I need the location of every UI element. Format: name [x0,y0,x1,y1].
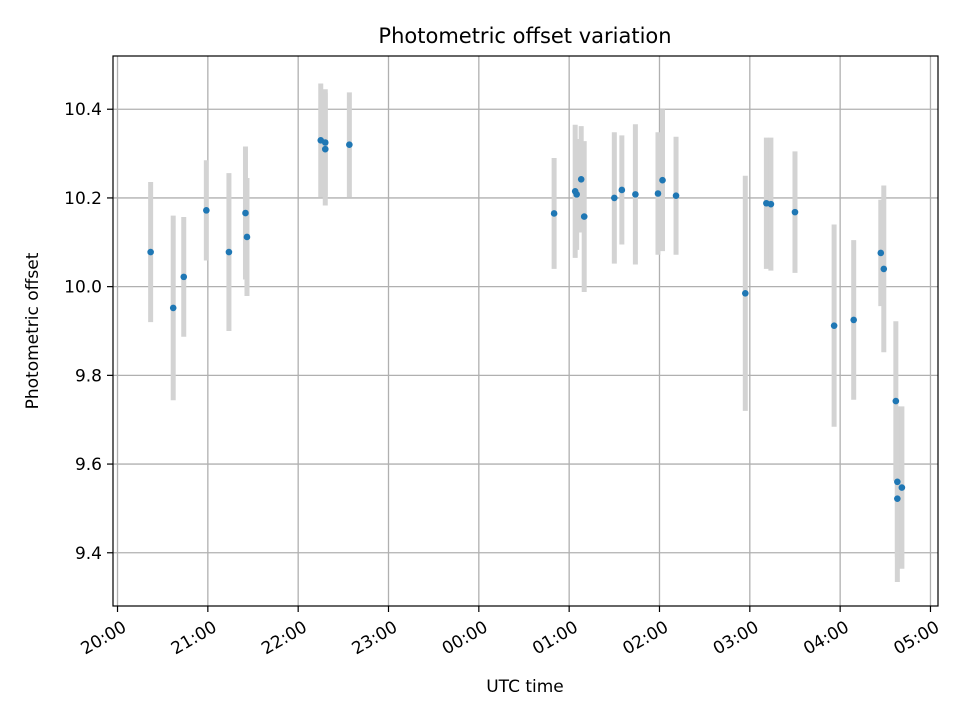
data-point [850,316,857,324]
data-point [894,478,901,486]
chart-title: Photometric offset variation [378,24,671,48]
data-point [573,191,580,198]
data-point [243,233,251,241]
data-point [147,248,154,256]
y-tick-label: 10.0 [64,278,102,298]
data-point [203,207,210,214]
grid-lines [113,56,938,606]
data-point [242,209,249,217]
y-tick-label: 9.6 [75,455,102,475]
data-point [659,176,666,184]
data-point [894,495,901,502]
data-point [180,273,188,281]
data-point [321,145,329,153]
data-point [632,191,639,198]
data-point [767,200,775,208]
plot-area [113,56,938,606]
data-point [880,265,888,273]
y-tick-label: 10.4 [64,100,102,120]
data-point [892,397,900,405]
y-tick-label: 10.2 [64,189,102,209]
data-point [618,186,626,194]
data-point [169,304,177,312]
data-point [791,208,799,216]
y-axis-ticks: 9.4 9.6 9.8 10.0 10.2 10.4 [64,100,113,564]
data-point [550,210,558,217]
data-point [580,213,588,220]
data-point [577,176,585,183]
data-point [225,248,233,256]
y-tick-label: 9.4 [75,544,102,564]
data-point [346,141,353,149]
data-point [321,139,329,146]
y-axis-label: Photometric offset [23,252,43,409]
data-point [672,192,680,200]
y-tick-label: 9.8 [75,366,102,386]
data-points [147,136,906,502]
data-point [654,190,662,197]
plot-frame [112,55,939,607]
data-point [877,249,885,257]
data-point [741,289,749,297]
data-point [611,194,618,202]
data-point [898,484,906,491]
x-axis-label: UTC time [486,677,564,697]
data-point [830,322,838,329]
